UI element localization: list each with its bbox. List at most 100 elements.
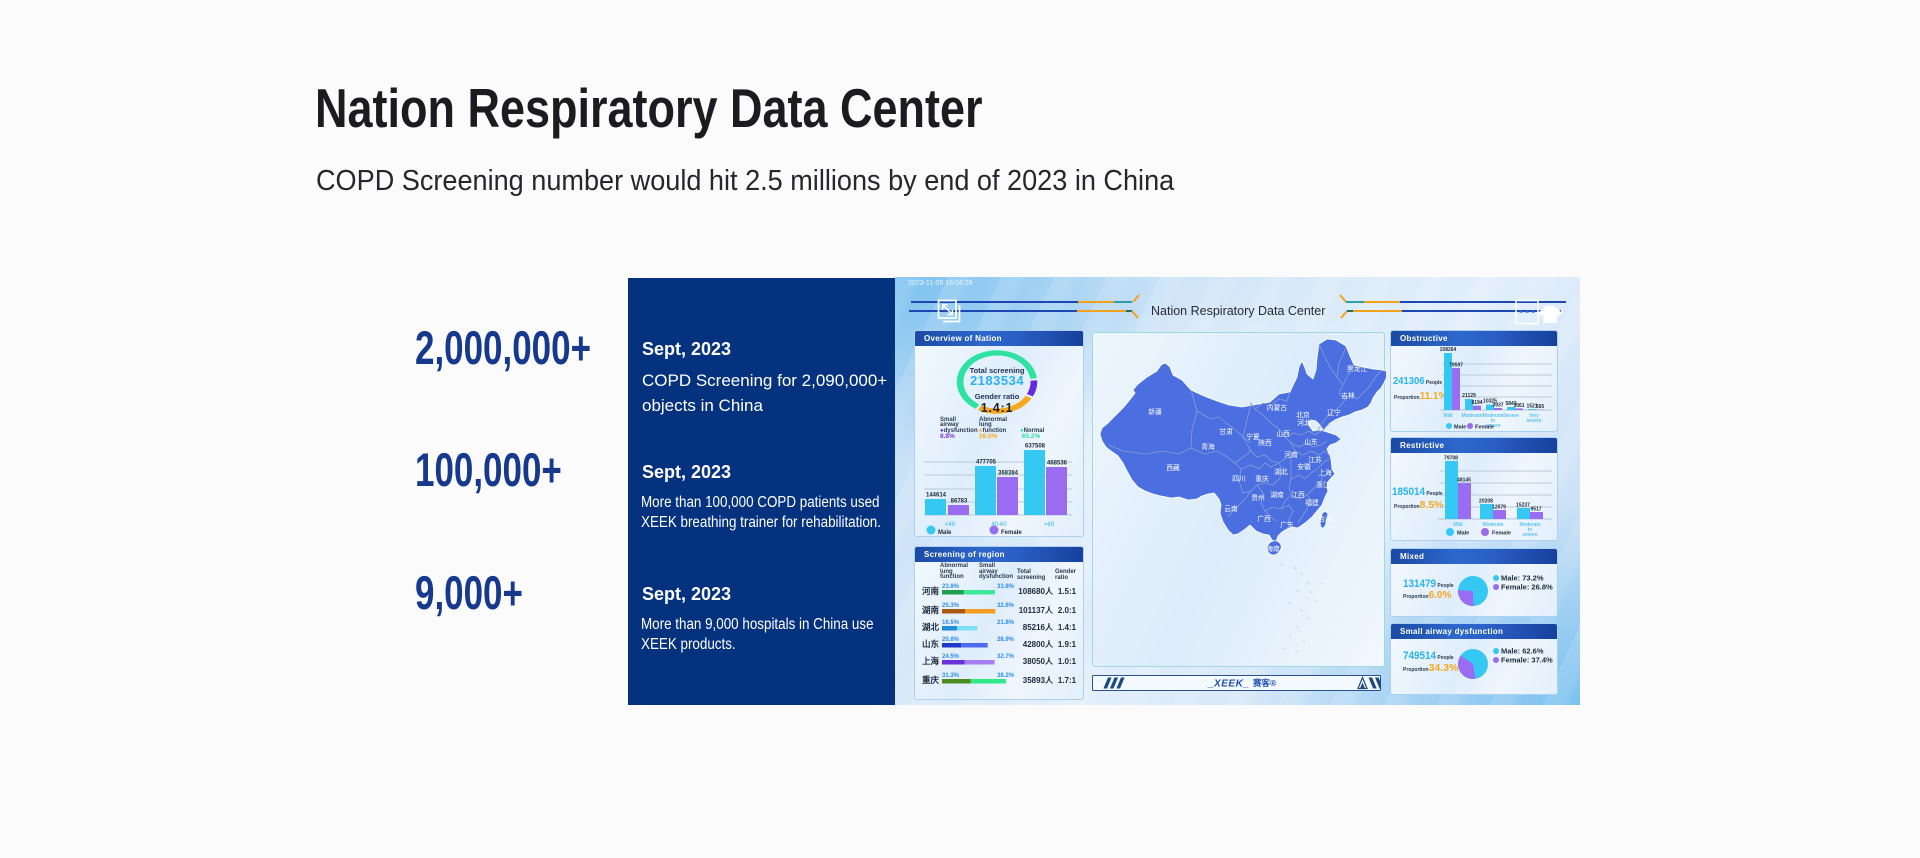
svg-text:35893人: 35893人 — [1023, 675, 1054, 685]
svg-text:severe: severe — [1485, 423, 1500, 429]
svg-text:10325: 10325 — [1483, 399, 1497, 405]
svg-text:Moderate: Moderate — [1482, 413, 1503, 419]
svg-text:贵州: 贵州 — [1251, 493, 1265, 502]
svg-text:Male: Male — [938, 530, 952, 536]
svg-text:四川: 四川 — [1232, 475, 1246, 483]
svg-text:48145: 48145 — [1457, 478, 1471, 484]
svg-text:25.3%: 25.3% — [942, 603, 960, 609]
svg-text:上海: 上海 — [1318, 468, 1332, 477]
svg-text:宁夏: 宁夏 — [1246, 432, 1260, 441]
svg-text:黑龙江: 黑龙江 — [1347, 364, 1368, 373]
svg-text:江西: 江西 — [1291, 491, 1305, 499]
svg-text:北京: 北京 — [1296, 410, 1310, 419]
svg-text:甘肃: 甘肃 — [1219, 427, 1233, 436]
svg-text:河北: 河北 — [1297, 419, 1311, 427]
svg-text:12079: 12079 — [1492, 505, 1506, 511]
svg-text:Very: Very — [1529, 413, 1540, 419]
svg-text:40-60: 40-60 — [991, 522, 1007, 528]
svg-text:1.4:1: 1.4:1 — [1058, 623, 1077, 632]
svg-text:Female: Female — [1001, 530, 1022, 536]
svg-text:468536: 468536 — [1047, 461, 1068, 467]
svg-text:重庆: 重庆 — [1255, 474, 1269, 483]
svg-text:477705: 477705 — [976, 460, 997, 466]
svg-text:5843: 5843 — [1505, 401, 1516, 407]
svg-text:21.8%: 21.8% — [997, 620, 1015, 626]
svg-text:21129: 21129 — [1462, 393, 1476, 399]
svg-text:3937: 3937 — [1492, 403, 1503, 409]
svg-text:2.0:1: 2.0:1 — [1058, 606, 1077, 615]
svg-text:severe: severe — [1522, 532, 1537, 538]
svg-text:Moderate: Moderate — [1482, 522, 1503, 528]
svg-text:新疆: 新疆 — [1148, 407, 1162, 416]
svg-text:20.8%: 20.8% — [942, 637, 960, 643]
svg-text:辽宁: 辽宁 — [1327, 408, 1341, 417]
svg-text:<40: <40 — [945, 522, 956, 528]
svg-text:湖北: 湖北 — [1274, 467, 1288, 476]
svg-text:海南: 海南 — [1266, 544, 1280, 553]
svg-text:8194: 8194 — [1471, 400, 1482, 406]
svg-text:Moderate: Moderate — [1519, 522, 1540, 528]
svg-text:内蒙古: 内蒙古 — [1267, 403, 1288, 412]
svg-text:福建: 福建 — [1305, 498, 1319, 507]
svg-text:江苏: 江苏 — [1308, 455, 1322, 464]
svg-text:38050人: 38050人 — [1023, 656, 1054, 666]
svg-text:32.6%: 32.6% — [997, 603, 1015, 609]
svg-text:85216人: 85216人 — [1023, 622, 1054, 632]
svg-text:15237: 15237 — [1516, 503, 1530, 509]
svg-text:浙江: 浙江 — [1316, 480, 1330, 489]
svg-text:to: to — [1491, 418, 1495, 424]
svg-text:赛客®: 赛客® — [1252, 678, 1277, 688]
svg-text:Male: Male — [1454, 425, 1466, 431]
svg-text:33.8%: 33.8% — [997, 584, 1015, 590]
svg-text:青海: 青海 — [1201, 442, 1215, 451]
svg-text:Female: 37.4%: Female: 37.4% — [1501, 656, 1553, 665]
svg-text:西藏: 西藏 — [1166, 463, 1180, 472]
svg-text:云南: 云南 — [1224, 504, 1238, 513]
svg-text:9517: 9517 — [1530, 507, 1541, 513]
svg-text:to: to — [1528, 527, 1532, 533]
svg-text:42800人: 42800人 — [1023, 639, 1054, 649]
svg-text:_XEEK_: _XEEK_ — [1207, 679, 1249, 690]
svg-text:山西: 山西 — [1276, 429, 1290, 438]
svg-text:山东: 山东 — [1304, 437, 1318, 446]
svg-text:severe: severe — [1526, 418, 1541, 424]
svg-text:1.9:1: 1.9:1 — [1058, 640, 1077, 649]
svg-text:1.0:1: 1.0:1 — [1058, 657, 1077, 666]
svg-text:1.7:1: 1.7:1 — [1058, 676, 1077, 685]
svg-text:湖南: 湖南 — [922, 605, 940, 615]
svg-text:108680人: 108680人 — [1018, 586, 1054, 596]
svg-text:101137人: 101137人 — [1019, 605, 1054, 615]
svg-text:Male: 73.2%: Male: 73.2% — [1501, 574, 1544, 583]
svg-text:吉林: 吉林 — [1341, 391, 1355, 400]
svg-text:陕西: 陕西 — [1258, 438, 1272, 447]
svg-text:24.5%: 24.5% — [942, 654, 960, 660]
svg-text:108264: 108264 — [1440, 347, 1457, 353]
svg-text:Male: Male — [1457, 531, 1469, 537]
svg-text:广西: 广西 — [1257, 514, 1271, 523]
svg-text:Female: Female — [1492, 531, 1511, 537]
svg-text:广东: 广东 — [1280, 520, 1294, 529]
svg-text:3061: 3061 — [1513, 403, 1524, 409]
svg-text:山东: 山东 — [922, 639, 940, 649]
svg-text:河南: 河南 — [1284, 450, 1298, 459]
svg-text:86783: 86783 — [951, 499, 968, 505]
svg-text:28.9%: 28.9% — [997, 637, 1015, 643]
svg-text:38.2%: 38.2% — [997, 673, 1015, 679]
svg-text:Male: 62.6%: Male: 62.6% — [1501, 647, 1544, 656]
svg-text:湖北: 湖北 — [922, 622, 940, 632]
svg-text:台湾: 台湾 — [1318, 514, 1332, 523]
svg-text:31.3%: 31.3% — [942, 673, 960, 679]
svg-text:重庆: 重庆 — [922, 675, 940, 685]
svg-text:16.5%: 16.5% — [942, 620, 960, 626]
svg-text:79597: 79597 — [1449, 363, 1463, 369]
svg-text:Female: Female — [1475, 425, 1494, 431]
svg-text:20208: 20208 — [1479, 499, 1493, 505]
svg-text:665: 665 — [1536, 404, 1545, 410]
svg-text:368384: 368384 — [998, 471, 1019, 477]
svg-text:637508: 637508 — [1025, 444, 1046, 450]
svg-text:1521: 1521 — [1526, 404, 1537, 410]
svg-text:河南: 河南 — [922, 586, 940, 596]
svg-text:23.8%: 23.8% — [942, 584, 960, 590]
svg-text:1.5:1: 1.5:1 — [1058, 587, 1077, 596]
svg-text:>60: >60 — [1044, 522, 1055, 528]
